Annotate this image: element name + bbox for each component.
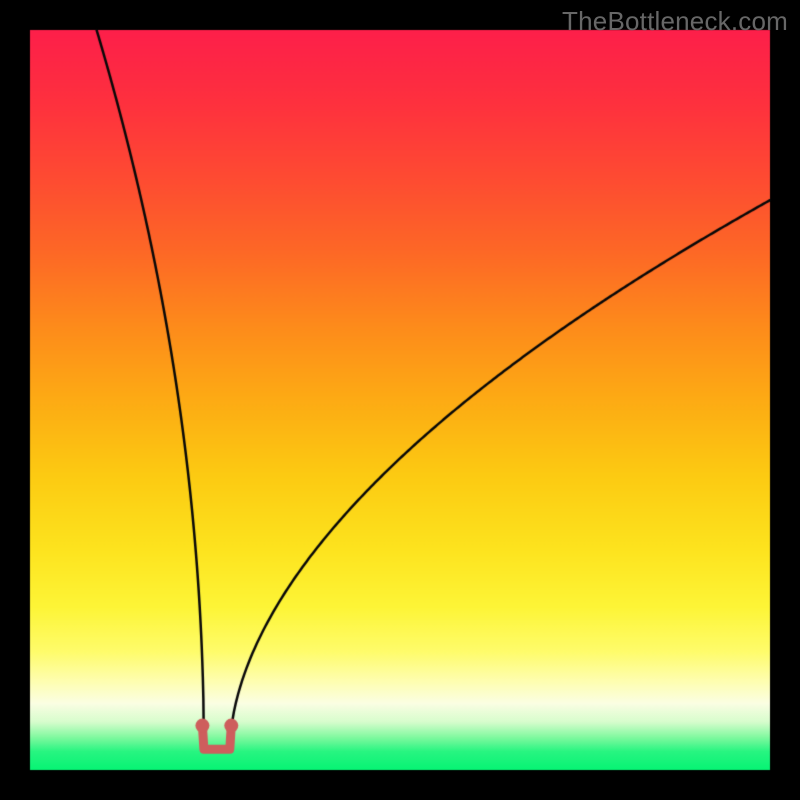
bottleneck-curve-chart — [0, 0, 800, 800]
watermark-text: TheBottleneck.com — [562, 6, 788, 37]
chart-stage: TheBottleneck.com — [0, 0, 800, 800]
